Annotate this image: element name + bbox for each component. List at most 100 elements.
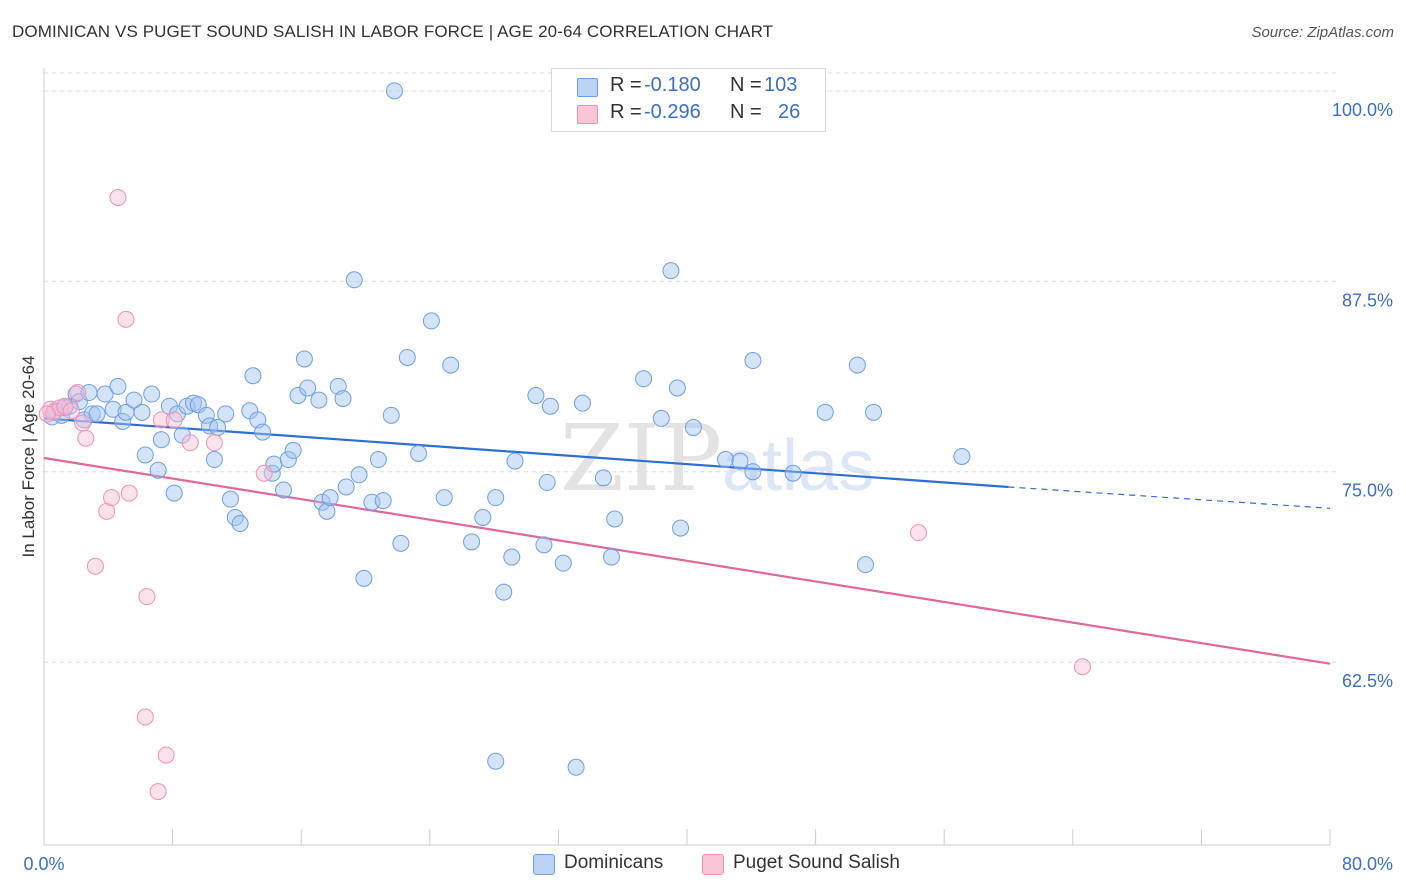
point-dominicans: [744, 463, 762, 481]
point-salish: [181, 434, 199, 452]
point-dominicans: [149, 461, 167, 479]
point-dominicans: [275, 481, 293, 499]
point-dominicans: [392, 534, 410, 552]
point-dominicans: [310, 391, 328, 409]
point-dominicans: [684, 419, 702, 437]
x-tick-label: 80.0%: [1342, 854, 1393, 874]
legend-n-value: 103: [764, 74, 798, 96]
point-dominicans: [594, 469, 612, 487]
point-dominicans: [495, 583, 513, 601]
point-dominicans: [254, 423, 272, 441]
point-salish: [165, 411, 183, 429]
legend-label-salish: Puget Sound Salish: [733, 852, 900, 873]
point-dominicans: [744, 352, 762, 370]
legend-swatch-dominicans: [577, 78, 598, 97]
legend-r-value: -0.180: [644, 74, 701, 96]
point-salish: [1073, 658, 1091, 676]
point-dominicans: [318, 502, 336, 520]
point-salish: [205, 434, 223, 452]
y-tick-label: 75.0%: [1342, 481, 1393, 501]
trendlines: [43, 417, 1331, 665]
legend-r-value: -0.296: [644, 101, 701, 123]
point-salish: [136, 708, 154, 726]
point-dominicans: [133, 403, 151, 421]
point-dominicans: [205, 451, 223, 469]
point-dominicans: [442, 356, 460, 374]
point-dominicans: [284, 441, 302, 459]
stats-legend: R = -0.180 N = 103 R = -0.296 N = 26: [551, 68, 826, 132]
point-dominicans: [279, 451, 297, 469]
point-dominicans: [345, 271, 363, 289]
point-dominicans: [574, 394, 592, 412]
legend-r-label: R =: [610, 74, 642, 96]
point-dominicans: [864, 403, 882, 421]
trendline-dominicans-extension: [1008, 486, 1331, 509]
point-salish: [77, 429, 95, 447]
point-dominicans: [784, 464, 802, 482]
point-dominicans: [244, 367, 262, 385]
point-dominicans: [221, 490, 239, 508]
point-dominicans: [104, 400, 122, 418]
point-salish: [120, 484, 138, 502]
legend-n-value: 26: [778, 101, 801, 123]
point-salish: [103, 489, 121, 507]
point-dominicans: [541, 397, 559, 415]
point-dominicans: [422, 312, 440, 330]
point-salish: [62, 402, 80, 420]
legend-label-dominicans: Dominicans: [564, 852, 664, 873]
point-dominicans: [109, 377, 127, 395]
point-dominicans: [731, 452, 749, 470]
point-dominicans: [295, 350, 313, 368]
point-dominicans: [96, 385, 114, 403]
point-dominicans: [538, 473, 556, 491]
point-dominicans: [299, 379, 317, 397]
y-axis-title: In Labor Force | Age 20-64: [19, 356, 38, 558]
point-dominicans: [355, 569, 373, 587]
y-tick-label: 62.5%: [1342, 671, 1393, 691]
point-dominicans: [88, 405, 106, 423]
point-salish: [69, 384, 87, 402]
legend-n-label: N =: [730, 101, 762, 123]
data-points: [38, 82, 1091, 801]
chart-title: DOMINICAN VS PUGET SOUND SALISH IN LABOR…: [12, 22, 774, 41]
point-dominicans: [385, 82, 403, 100]
watermark: ZIP atlas: [560, 405, 874, 512]
axis-labels: 100.0% 87.5% 75.0% 62.5% 0.0% 80.0% In Labor F…: [19, 100, 1393, 874]
point-dominicans: [334, 390, 352, 408]
axes: [43, 68, 1331, 846]
legend-swatch-salish: [702, 854, 724, 875]
point-dominicans: [313, 493, 331, 511]
gridlines: [44, 72, 1336, 663]
legend-n-label: N =: [730, 74, 762, 96]
point-dominicans: [602, 548, 620, 566]
point-dominicans: [487, 752, 505, 770]
x-tick-label: 0.0%: [23, 854, 64, 874]
legend-r-label: R =: [610, 101, 642, 123]
point-dominicans: [527, 387, 545, 405]
point-dominicans: [672, 519, 690, 537]
point-dominicans: [668, 379, 686, 397]
point-dominicans: [848, 356, 866, 374]
point-salish: [157, 746, 175, 764]
point-dominicans: [217, 405, 235, 423]
source-label: Source: ZipAtlas.com: [1251, 24, 1394, 41]
legend-row-dominicans: R = -0.180 N = 103: [552, 74, 825, 100]
point-dominicans: [487, 489, 505, 507]
point-dominicans: [410, 444, 428, 462]
point-dominicans: [652, 409, 670, 427]
point-dominicans: [506, 452, 524, 470]
point-salish: [117, 310, 135, 328]
point-dominicans: [321, 489, 339, 507]
point-dominicans: [567, 758, 585, 776]
point-salish: [909, 524, 927, 542]
point-dominicans: [816, 403, 834, 421]
point-dominicans: [231, 515, 249, 533]
point-dominicans: [662, 262, 680, 280]
point-dominicans: [554, 554, 572, 572]
point-dominicans: [535, 536, 553, 554]
point-dominicans: [197, 406, 215, 424]
point-salish: [152, 411, 170, 429]
trendline-salish: [43, 456, 1331, 665]
point-salish: [149, 783, 167, 801]
point-salish: [255, 464, 273, 482]
